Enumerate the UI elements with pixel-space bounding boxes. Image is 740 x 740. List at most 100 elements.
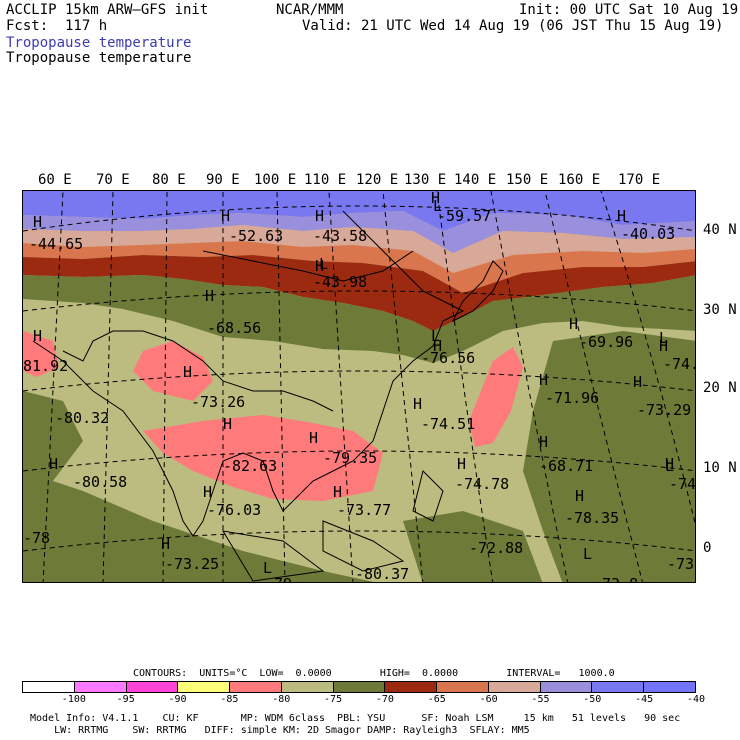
high-marker: H: [161, 535, 170, 553]
high-marker: H: [539, 371, 548, 389]
temperature-value: -73.25: [165, 555, 219, 573]
high-marker: H: [569, 315, 578, 333]
temperature-value: -74.: [663, 355, 696, 373]
shade-minus-60-band: [23, 241, 695, 293]
temperature-value: -43.58: [313, 227, 367, 245]
high-marker: H: [223, 415, 232, 433]
temperature-value: -40.03: [621, 225, 675, 243]
high-marker: H: [659, 337, 668, 355]
legend-tick-label: -65: [427, 694, 446, 705]
temperature-value: -44.65: [29, 235, 83, 253]
shade-minus-70-band: [23, 275, 695, 363]
contour-field-title: Tropopause temperature: [6, 50, 192, 66]
longitude-label: 140 E: [454, 172, 497, 188]
temperature-value: -71.96: [545, 389, 599, 407]
high-marker: H: [33, 327, 42, 345]
shade-minus-80-india: [133, 341, 213, 401]
longitude-label: 70 E: [96, 172, 130, 188]
longitude-label: 100 E: [254, 172, 297, 188]
legend-tick-label: -70: [375, 694, 394, 705]
high-marker: H: [309, 429, 318, 447]
temperature-value: -80.32: [55, 409, 109, 427]
legend-tick-label: -60: [479, 694, 498, 705]
longitude-label: 80 E: [152, 172, 186, 188]
high-marker: H: [205, 287, 214, 305]
legend-color-box: [333, 682, 386, 692]
low-marker: L: [665, 457, 674, 475]
high-marker: H: [33, 213, 42, 231]
legend-tick-label: -85: [220, 694, 239, 705]
legend-tick-label: -80: [272, 694, 291, 705]
temperature-value: -69.96: [579, 333, 633, 351]
longitude-labels: 60 E 70 E 80 E 90 E 100 E 110 E 120 E 130 E 140 …: [0, 172, 740, 190]
temperature-value: -68.71: [539, 457, 593, 475]
high-marker: H: [617, 207, 626, 225]
temperature-value: -73.26: [191, 393, 245, 411]
temperature-value: -74.78: [455, 475, 509, 493]
high-marker: H: [457, 455, 466, 473]
legend-tick-label: -100: [61, 694, 86, 705]
temperature-value: -78: [23, 529, 50, 547]
temperature-value: -80.58: [73, 473, 127, 491]
temperature-value: -52.63: [229, 227, 283, 245]
temperature-value: -73: [667, 555, 694, 573]
high-marker: H: [315, 207, 324, 225]
legend-tick-label: -90: [168, 694, 187, 705]
temperature-value: -74.51: [421, 415, 475, 433]
legend-color-box: [126, 682, 179, 692]
low-marker: L: [433, 197, 442, 215]
longitude-label: 170 E: [618, 172, 661, 188]
high-marker: H: [333, 483, 342, 501]
graticule-lines: [23, 191, 695, 582]
model-info-line: Model Info: V4.1.1 CU: KF MP: WDM 6class…: [30, 713, 681, 724]
legend-color-box: [592, 682, 645, 692]
high-marker: H: [633, 373, 642, 391]
temperature-value: -79: [265, 575, 292, 583]
temperature-value: -73.77: [337, 501, 391, 519]
longitude-label: 150 E: [506, 172, 549, 188]
legend-color-box: [281, 682, 334, 692]
latitude-label: 0: [703, 540, 712, 556]
high-marker: H: [575, 487, 584, 505]
latitude-labels: 40 N 30 N 20 N 10 N 0: [697, 190, 740, 590]
low-marker: L: [583, 545, 592, 563]
longitude-label: 110 E: [304, 172, 347, 188]
low-marker: L: [319, 255, 328, 273]
shade-minus-45-band: [23, 191, 695, 231]
temperature-value: -59.57: [437, 207, 491, 225]
temperature-value: -68.56: [207, 319, 261, 337]
shade-minus-70-southwest: [23, 471, 374, 582]
shade-minus-80-arabia: [23, 331, 59, 377]
shade-minus-70-southcentral: [403, 511, 543, 582]
contour-info: CONTOURS: UNITS=°C LOW= 0.0000 HIGH= 0.0…: [133, 668, 615, 679]
longitude-label: 60 E: [38, 172, 72, 188]
color-legend: [22, 681, 696, 693]
longitude-label: 90 E: [206, 172, 240, 188]
physics-info-line: LW: RRTMG SW: RRTMG DIFF: simple KM: 2D …: [30, 725, 530, 736]
legend-color-box: [437, 682, 489, 692]
legend-color-box: [385, 682, 438, 692]
legend-tick-label: -55: [531, 694, 550, 705]
shade-minus-65-band: [23, 255, 695, 331]
high-marker: H: [183, 363, 192, 381]
temperature-value: -43.98: [313, 273, 367, 291]
temperature-value: -76.56: [421, 349, 475, 367]
temperature-value: -73.29: [637, 401, 691, 419]
shaded-field-title: Tropopause temperature: [6, 35, 192, 51]
low-marker: L: [659, 329, 668, 347]
valid-time: Valid: 21 UTC Wed 14 Aug 19 (06 JST Thu …: [302, 18, 724, 34]
latitude-label: 20 N: [703, 380, 737, 396]
legend-tick-label: -45: [635, 694, 654, 705]
high-marker: H: [221, 207, 230, 225]
legend-tick-label: -95: [116, 694, 135, 705]
low-marker: L: [431, 327, 440, 345]
coastline-lines: [32, 210, 504, 582]
legend-color-box: [23, 682, 75, 692]
legend-color-box: [644, 682, 695, 692]
latitude-label: 40 N: [703, 222, 737, 238]
temperature-value: 81.92: [23, 357, 68, 375]
init-time: Init: 00 UTC Sat 10 Aug 19: [519, 2, 739, 18]
temperature-value: -78.35: [565, 509, 619, 527]
temperature-value: -82.63: [223, 457, 277, 475]
